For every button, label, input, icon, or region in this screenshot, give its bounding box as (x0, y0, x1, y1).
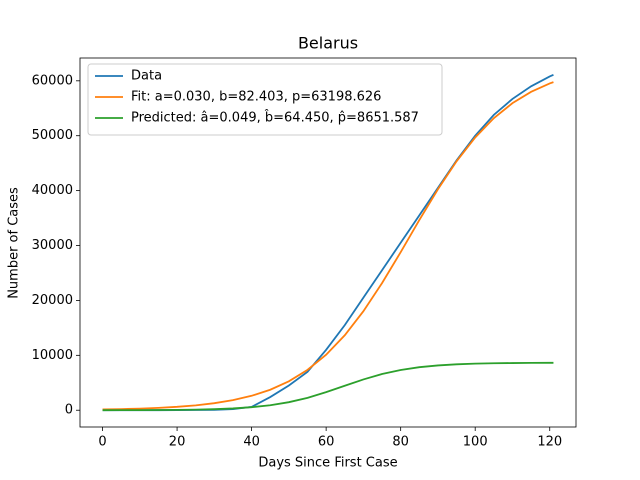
plot-frame (79, 57, 577, 428)
x-tick-label: 60 (318, 435, 335, 450)
x-tick-label: 0 (98, 435, 106, 450)
x-axis-label: Days Since First Case (258, 456, 397, 471)
y-tick-label: 20000 (32, 293, 73, 308)
y-tick-label: 30000 (32, 238, 73, 253)
legend-label: Data (131, 69, 162, 84)
x-tick-label: 100 (463, 435, 488, 450)
y-tick-label: 10000 (32, 348, 73, 363)
chart-title: Belarus (298, 34, 358, 53)
y-tick-label: 40000 (32, 183, 73, 198)
legend-box (87, 63, 443, 136)
y-tick-label: 60000 (32, 73, 73, 88)
legend-label: Predicted: â=0.049, b̂=64.450, p̂=8651.5… (131, 110, 419, 125)
data-line (102, 81, 554, 411)
x-tick-label: 20 (169, 435, 186, 450)
x-tick-label: 80 (392, 435, 409, 450)
x-tick-label: 120 (537, 435, 562, 450)
y-tick-label: 50000 (32, 128, 73, 143)
y-tick-label: 0 (65, 403, 73, 418)
data-line (102, 361, 554, 412)
y-axis-label: Number of Cases (7, 187, 22, 299)
x-tick-label: 40 (243, 435, 260, 450)
legend-label: Fit: a=0.030, b=82.403, p=63198.626 (131, 90, 381, 105)
